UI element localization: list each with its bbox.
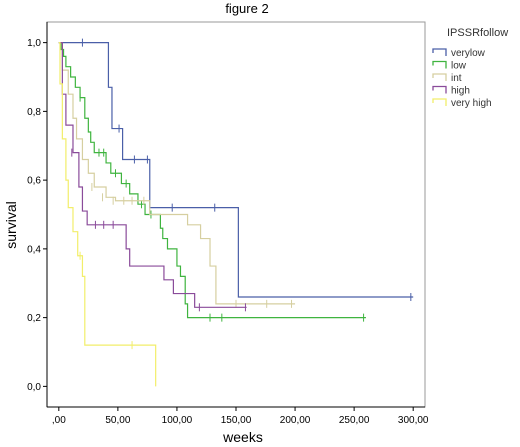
legend-title: IPSSRfollow <box>447 27 508 39</box>
legend-label: high <box>451 86 470 97</box>
legend-item-very-high: very high <box>432 98 492 109</box>
x-tick-label: ,00 <box>52 415 66 426</box>
y-tick-label: 0,0 <box>27 382 41 393</box>
x-axis-title: weeks <box>222 429 263 445</box>
x-axis-ticks: ,00 50,00 100,00 150,00 200,00 250,00 300,00 <box>52 407 429 426</box>
x-tick-label: 200,00 <box>280 415 311 426</box>
series-high <box>58 42 247 312</box>
series-layer <box>58 38 414 387</box>
y-axis-title: survival <box>3 201 19 248</box>
legend-item-verylow: verylow <box>432 48 486 59</box>
legend-swatch <box>432 85 447 94</box>
legend-swatch <box>432 98 447 106</box>
legend-item-high: high <box>432 85 470 97</box>
y-tick-label: 1,0 <box>27 38 41 49</box>
series-line-very-high <box>58 42 157 387</box>
y-axis-ticks: 0,0 0,2 0,4 0,6 0,8 1,0 <box>27 38 47 393</box>
legend-label: very high <box>451 98 492 109</box>
legend-swatch <box>432 60 447 69</box>
legend-item-low: low <box>432 60 467 72</box>
series-line-verylow <box>58 42 414 298</box>
y-tick-label: 0,2 <box>27 313 41 324</box>
series-line-int <box>58 42 296 305</box>
legend-label: int <box>451 73 462 84</box>
series-very-high <box>58 42 157 387</box>
series-line-high <box>58 42 247 308</box>
series-verylow <box>58 38 414 301</box>
x-tick-label: 100,00 <box>162 415 193 426</box>
y-tick-label: 0,6 <box>27 176 41 187</box>
legend-label: low <box>451 61 467 72</box>
chart-title: figure 2 <box>225 1 268 16</box>
y-tick-label: 0,8 <box>27 107 41 118</box>
x-tick-label: 250,00 <box>339 415 370 426</box>
x-tick-label: 300,00 <box>398 415 429 426</box>
legend-label: verylow <box>451 48 486 59</box>
y-tick-label: 0,4 <box>27 244 41 255</box>
x-tick-label: 50,00 <box>105 415 130 426</box>
series-int <box>58 42 296 308</box>
legend-item-int: int <box>432 73 462 84</box>
legend-swatch <box>432 73 447 81</box>
plot-area <box>46 21 426 408</box>
legend-swatch <box>432 48 447 56</box>
x-tick-label: 150,00 <box>221 415 252 426</box>
series-line-low <box>58 42 366 319</box>
